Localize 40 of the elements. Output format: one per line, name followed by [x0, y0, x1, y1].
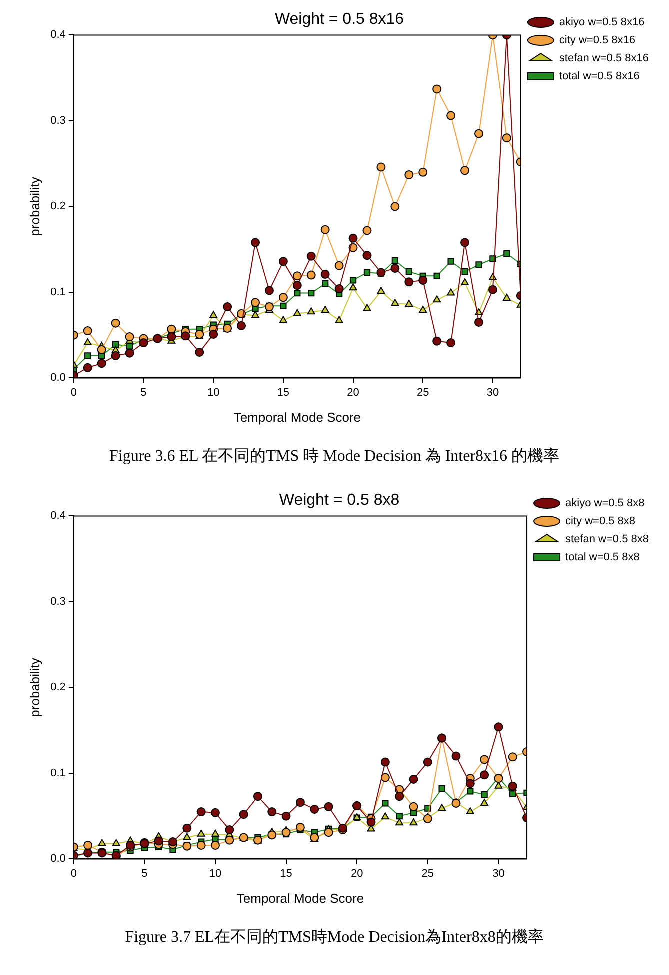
- x-tick-label: 25: [422, 868, 434, 880]
- legend-label: city w=0.5 8x8: [566, 516, 636, 528]
- y-axis-title: probability: [27, 658, 42, 718]
- y-tick-label: 0.4: [50, 510, 66, 522]
- y-tick-label: 0.4: [50, 29, 66, 42]
- chart-title: Weight = 0.5 8x16: [274, 11, 404, 28]
- x-tick-label: 15: [277, 386, 290, 399]
- x-tick-label: 30: [492, 868, 505, 880]
- y-tick-label: 0.2: [50, 682, 66, 694]
- x-axis-title: Temporal Mode Score: [234, 410, 361, 425]
- y-tick-label: 0.3: [50, 596, 66, 608]
- x-tick-label: 20: [350, 868, 364, 880]
- legend-label: city w=0.5 8x16: [559, 34, 636, 47]
- x-axis-title: Temporal Mode Score: [236, 890, 364, 906]
- caption: Figure 3.6 EL 在不同的TMS 時 Mode Decision 為 Inter8x16 的機率: [108, 446, 561, 467]
- x-tick-label: 20: [347, 386, 360, 399]
- x-tick-label: 25: [417, 386, 430, 399]
- y-tick-label: 0.1: [50, 767, 66, 780]
- x-tick-label: 5: [142, 868, 148, 880]
- x-tick-label: 5: [140, 386, 147, 399]
- x-tick-label: 30: [486, 386, 500, 399]
- x-tick-label: 10: [207, 386, 220, 399]
- caption: Figure 3.7 EL在不同的TMS時Mode Decision為Inter8x8的機率: [124, 928, 545, 948]
- legend-label: stefan w=0.5 8x8: [566, 534, 650, 546]
- x-tick-label: 0: [70, 868, 77, 880]
- legend-label: akiyo w=0.5 8x16: [559, 16, 645, 29]
- x-tick-label: 15: [280, 868, 292, 880]
- y-tick-label: 0.3: [50, 114, 66, 127]
- y-tick-label: 0.2: [50, 200, 66, 213]
- legend-label: total w=0.5 8x16: [559, 70, 640, 83]
- chart-title: Weight = 0.5 8x8: [279, 492, 400, 510]
- y-axis-title: probability: [27, 176, 42, 236]
- legend-label: akiyo w=0.5 8x8: [566, 498, 645, 510]
- legend-label: total w=0.5 8x8: [566, 552, 640, 564]
- x-tick-label: 10: [209, 868, 222, 880]
- y-tick-label: 0.1: [50, 286, 66, 298]
- x-tick-label: 0: [70, 386, 77, 399]
- legend-label: stefan w=0.5 8x16: [559, 52, 650, 65]
- y-tick-label: 0.0: [50, 853, 66, 866]
- y-tick-label: 0.0: [50, 372, 66, 384]
